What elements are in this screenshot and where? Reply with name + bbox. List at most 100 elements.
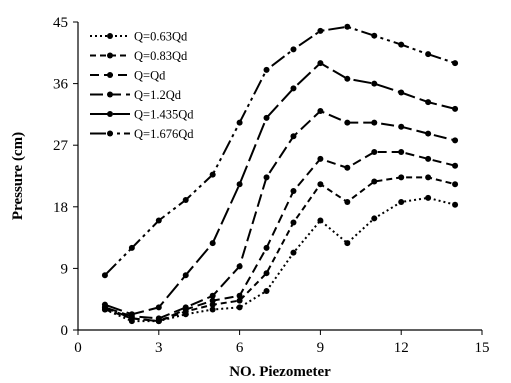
- series-6: [101, 23, 459, 279]
- data-point: [290, 133, 297, 140]
- legend-swatch-marker: [107, 91, 113, 98]
- data-point: [236, 304, 243, 311]
- data-point: [236, 297, 243, 304]
- data-point: [182, 196, 189, 203]
- data-point: [398, 174, 405, 181]
- legend-entry: Q=0.83Qd: [90, 49, 188, 63]
- x-tick-label: 12: [394, 340, 409, 356]
- legend-swatch-marker: [107, 111, 113, 117]
- data-point: [344, 75, 351, 82]
- data-point: [317, 60, 324, 67]
- legend-swatch-marker: [107, 130, 113, 137]
- series-5: [101, 60, 459, 318]
- data-point: [398, 199, 405, 206]
- data-point: [371, 215, 378, 222]
- series-1: [101, 194, 459, 325]
- legend-label: Q=1.435Qd: [134, 108, 194, 122]
- data-point: [155, 315, 162, 322]
- x-tick-label: 15: [475, 340, 490, 356]
- legend-entry: Q=0.63Qd: [90, 30, 188, 44]
- legend-swatch-marker: [107, 33, 113, 39]
- data-point: [236, 292, 243, 299]
- data-point: [425, 130, 432, 137]
- series-line: [104, 196, 456, 323]
- data-point: [344, 164, 351, 171]
- legend-swatch-marker: [107, 52, 113, 59]
- data-point: [425, 194, 432, 201]
- data-point: [344, 23, 351, 30]
- data-point: [425, 99, 432, 106]
- data-point: [344, 240, 351, 247]
- y-tick-label: 27: [53, 138, 69, 154]
- data-point: [317, 181, 324, 188]
- series-line: [104, 25, 456, 276]
- legend-entry: Q=1.2Qd: [90, 88, 182, 102]
- data-point: [236, 119, 243, 126]
- data-point: [209, 301, 216, 308]
- data-point: [263, 66, 270, 73]
- series-line: [104, 62, 456, 316]
- data-point: [290, 219, 297, 226]
- data-point: [452, 181, 459, 188]
- data-point: [236, 263, 243, 270]
- legend-entry: Q=Qd: [90, 69, 166, 83]
- data-point: [371, 119, 378, 126]
- data-point: [236, 181, 243, 188]
- data-point: [398, 89, 405, 96]
- data-point: [398, 41, 405, 48]
- x-tick-label: 0: [74, 340, 82, 356]
- data-point: [209, 306, 216, 313]
- y-tick-label: 45: [53, 15, 68, 31]
- data-point: [128, 311, 135, 318]
- data-point: [398, 123, 405, 130]
- data-point: [317, 155, 324, 162]
- data-point: [344, 199, 351, 206]
- data-point: [182, 304, 189, 311]
- legend-entry: Q=1.676Qd: [90, 127, 194, 141]
- legend-entry: Q=1.435Qd: [90, 108, 194, 122]
- series-line: [104, 110, 456, 320]
- data-point: [452, 105, 459, 112]
- data-point: [263, 114, 270, 121]
- data-point: [317, 107, 324, 114]
- data-point: [317, 217, 324, 224]
- legend-label: Q=Qd: [134, 69, 166, 83]
- series-layer: [101, 23, 459, 325]
- x-tick-label: 3: [155, 340, 163, 356]
- data-point: [425, 51, 432, 58]
- data-point: [290, 85, 297, 92]
- data-point: [371, 178, 378, 185]
- legend-swatch-marker: [107, 72, 113, 78]
- data-point: [128, 244, 135, 251]
- data-point: [452, 137, 459, 144]
- y-axis-title: Pressure (cm): [10, 132, 26, 220]
- data-point: [209, 240, 216, 247]
- y-tick-label: 36: [53, 77, 69, 93]
- data-point: [155, 217, 162, 224]
- series-2: [101, 174, 459, 325]
- data-point: [263, 287, 270, 294]
- x-tick-label: 6: [236, 340, 244, 356]
- data-point: [101, 272, 108, 279]
- x-tick-label: 9: [317, 340, 325, 356]
- legend-label: Q=0.63Qd: [134, 30, 188, 44]
- data-point: [317, 27, 324, 34]
- data-point: [101, 301, 108, 308]
- data-point: [182, 272, 189, 279]
- data-point: [209, 171, 216, 178]
- legend: Q=0.63Qd Q=0.83Qd Q=Qd Q=1.2Qd Q=1.435Qd Q=1.…: [90, 30, 194, 141]
- series-line: [104, 176, 456, 323]
- series-3: [101, 149, 459, 325]
- data-point: [290, 249, 297, 256]
- data-point: [371, 149, 378, 156]
- series-line: [104, 151, 456, 323]
- data-point: [371, 80, 378, 87]
- data-point: [263, 244, 270, 251]
- data-point: [398, 149, 405, 156]
- data-point: [452, 60, 459, 67]
- data-point: [209, 297, 216, 304]
- data-point: [155, 304, 162, 311]
- data-point: [452, 201, 459, 208]
